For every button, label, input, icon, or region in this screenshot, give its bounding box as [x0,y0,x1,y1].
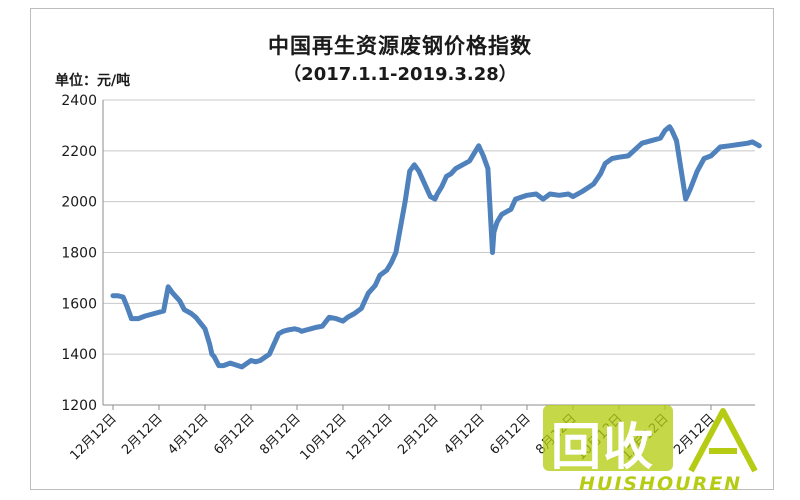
x-tick-label: 4月12日 [165,411,212,458]
grid-lines [103,99,755,406]
y-tick-label: 1600 [61,296,97,312]
chart-title: 中国再生资源废钢价格指数 [268,34,532,58]
y-tick-label: 1400 [61,347,97,363]
x-tick-label: 2月12日 [119,411,166,458]
y-tick-label: 2400 [61,93,97,109]
y-axis-unit-label: 单位：元/吨 [55,73,131,89]
x-tick-label: 6月12日 [211,411,258,458]
y-tick-label: 1800 [61,246,97,262]
y-axis-tick-labels: 1200 1400 1600 1800 2000 2200 2400 [61,93,97,414]
x-tick-label: 2月12日 [395,411,442,458]
watermark-logo: 回收 HUISHOUREN [543,405,773,497]
x-tick-label: 12月12日 [67,411,119,463]
series-layer [110,124,762,370]
watermark-box: 回收 [543,405,673,476]
x-tick-label: 12月12日 [343,411,395,463]
x-tick-label: 4月12日 [441,411,488,458]
chart-subtitle: （2017.1.1-2019.3.28） [283,64,517,85]
watermark-main-text: 回收 [551,418,655,476]
x-tick-label: 10月12日 [297,411,349,463]
x-tick-label: 8月12日 [257,411,304,458]
y-tick-label: 2200 [61,144,97,160]
y-tick-label: 1200 [61,398,97,414]
watermark-a-icon [688,408,758,473]
watermark-sub-text: HUISHOUREN [579,473,743,495]
series-line-0 [110,124,762,370]
y-tick-label: 2000 [61,195,97,211]
x-tick-label: 6月12日 [487,411,534,458]
